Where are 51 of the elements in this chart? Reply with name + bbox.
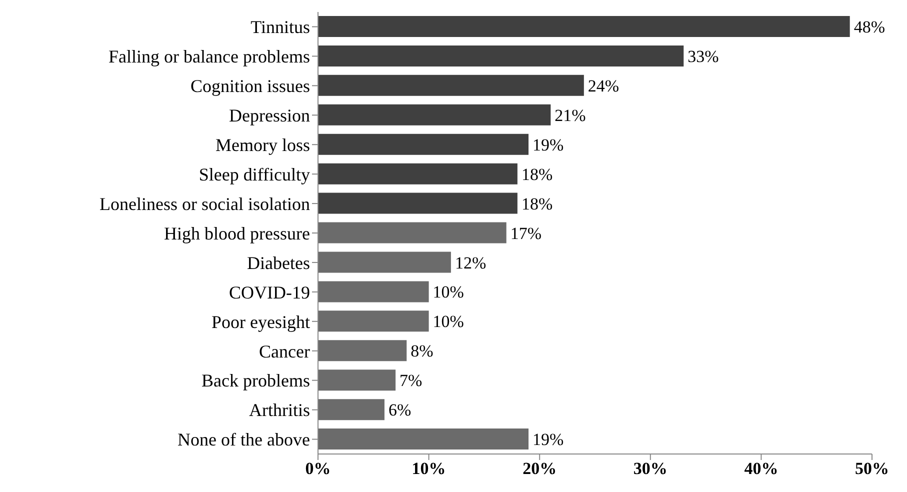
data-label: 10% (432, 282, 464, 302)
y-tick-label: Cognition issues (190, 76, 310, 96)
data-label: 24% (588, 76, 620, 96)
data-label: 17% (510, 224, 542, 243)
data-label: 18% (521, 164, 553, 184)
y-tick-label: High blood pressure (164, 223, 310, 244)
bar (318, 104, 551, 126)
data-label: 8% (410, 342, 434, 361)
x-tick-label: 20% (522, 459, 557, 478)
bar (318, 45, 684, 66)
data-label: 10% (432, 312, 464, 332)
x-tick-label: 40% (744, 459, 778, 478)
bar (318, 370, 396, 391)
data-label: 48% (854, 18, 886, 37)
bar (318, 252, 451, 273)
bar (318, 222, 506, 244)
y-tick-label: Tinnitus (250, 17, 310, 38)
bar (318, 399, 384, 420)
y-tick-label: Loneliness or social isolation (100, 194, 310, 214)
y-tick-label: Falling or balance problems (108, 46, 310, 67)
bar (318, 163, 518, 184)
bar (318, 340, 407, 362)
y-tick-label: Back problems (202, 370, 310, 391)
bar (318, 428, 529, 450)
bar (318, 16, 850, 37)
data-label: 6% (388, 400, 412, 420)
data-label: 18% (521, 194, 553, 214)
data-label: 7% (400, 371, 422, 390)
bar (318, 134, 529, 155)
bar (318, 74, 584, 96)
x-tick-label: 0% (305, 459, 331, 478)
x-tick-label: 10% (412, 459, 446, 478)
y-tick-label: Memory loss (216, 134, 310, 155)
data-label: 33% (688, 47, 719, 66)
x-tick-label: 30% (633, 459, 668, 478)
y-tick-label: Cancer (259, 341, 310, 362)
bar (318, 192, 518, 214)
y-tick-label: Sleep difficulty (198, 164, 310, 184)
y-tick-label: Diabetes (247, 252, 310, 273)
data-label: 19% (532, 430, 564, 450)
bar (318, 281, 429, 302)
data-label: 12% (454, 253, 486, 272)
y-tick-label: None of the above (178, 430, 310, 450)
y-tick-label: COVID-19 (229, 282, 310, 302)
y-tick-label: Depression (229, 106, 310, 126)
bar (318, 310, 429, 332)
y-tick-label: Poor eyesight (212, 312, 310, 332)
data-label: 19% (532, 135, 564, 154)
data-label: 21% (554, 106, 586, 125)
x-tick-label: 50% (855, 459, 889, 478)
y-tick-label: Arthritis (249, 400, 310, 420)
